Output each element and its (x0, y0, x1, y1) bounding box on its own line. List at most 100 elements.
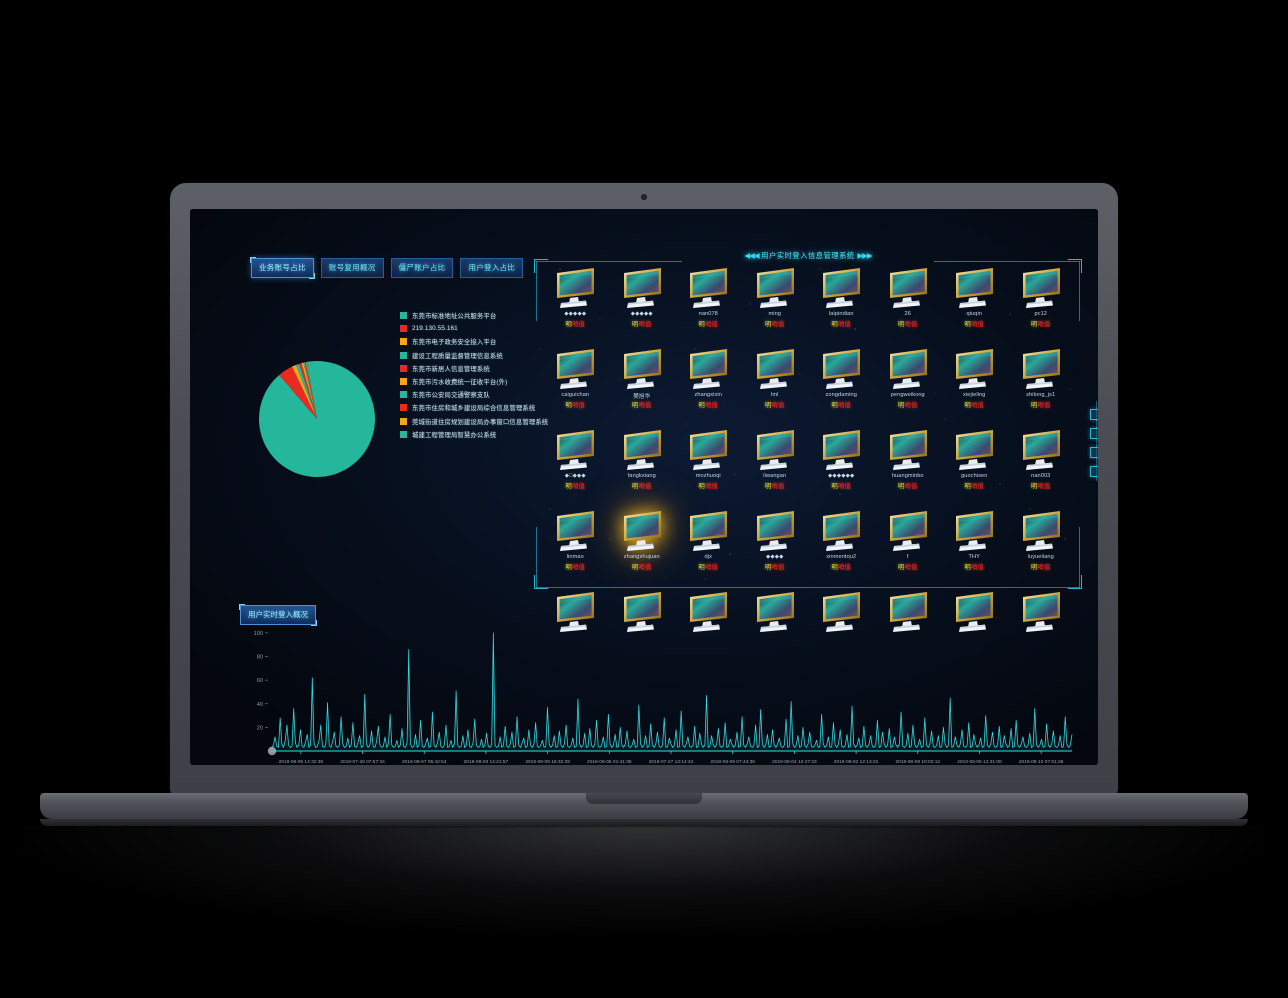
legend-item[interactable]: 莞城街道住房规划建设局办事窗口信息管理系统 (400, 415, 548, 428)
monitor-icon-wrap[interactable] (885, 589, 931, 638)
monitor-icon-wrap[interactable] (752, 265, 798, 314)
shield-icon[interactable] (1090, 447, 1098, 458)
monitor-icon[interactable] (685, 427, 731, 471)
monitor-cell[interactable]: pc12 明哨值 (1008, 265, 1075, 346)
monitor-cell[interactable]: ◆◆◆◆◆ 明哨值 (542, 265, 609, 346)
pie-slice[interactable] (304, 362, 317, 419)
monitor-cell[interactable] (675, 589, 742, 670)
legend-item[interactable]: 东莞市新居人信息管理系统 (400, 362, 548, 375)
arrow-right-icon[interactable]: ▶▶▶ (857, 251, 872, 260)
monitor-icon-wrap[interactable] (1018, 265, 1064, 314)
monitor-icon[interactable] (619, 346, 665, 390)
monitor-cell[interactable]: xiejieling 明哨值 (941, 346, 1008, 427)
monitor-cell[interactable]: zhangxixin 明哨值 (675, 346, 742, 427)
monitor-icon[interactable] (552, 346, 598, 390)
tab-user-login-ratio[interactable]: 用户登入占比 (460, 258, 524, 278)
monitor-cell[interactable]: ◆◆◆◆◆ 明哨值 (609, 265, 676, 346)
monitor-icon[interactable] (951, 508, 997, 552)
monitor-cell[interactable]: pengweikong 明哨值 (875, 346, 942, 427)
monitor-icon[interactable] (1090, 428, 1098, 439)
monitor-cell[interactable]: ◆◆◆◆ 明哨值 (742, 508, 809, 589)
legend-item[interactable]: 建设工程质量监督管理信息系统 (400, 349, 548, 362)
login-overview-badge[interactable]: 用户实时登入概况 (239, 604, 317, 626)
login-line-chart[interactable]: 20 40 60 80 100 2018-08-08 14:32:38 2018-07-28… (240, 623, 1080, 765)
monitor-cell[interactable]: nan078 明哨值 (675, 265, 742, 346)
monitor-icon-wrap[interactable] (752, 346, 798, 395)
user-icon[interactable] (1090, 409, 1098, 420)
monitor-icon[interactable] (885, 427, 931, 471)
monitor-icon-wrap[interactable] (818, 265, 864, 314)
monitor-icon[interactable] (951, 589, 997, 633)
monitor-icon[interactable] (685, 265, 731, 309)
monitor-cell[interactable]: f 明哨值 (875, 508, 942, 589)
monitor-icon-wrap[interactable] (685, 427, 731, 476)
tab-zombie-account-ratio[interactable]: 僵尸账户占比 (390, 258, 454, 278)
monitor-icon-wrap[interactable] (818, 346, 864, 395)
monitor-icon-wrap[interactable] (818, 508, 864, 557)
tab-business-account-ratio[interactable]: 业务账号占比 (250, 257, 315, 279)
pie-slice[interactable] (292, 364, 317, 419)
tab-account-reuse-overview[interactable]: 账号复用概况 (320, 258, 384, 278)
pie-slice[interactable] (303, 362, 317, 419)
monitor-cell[interactable]: 26 明哨值 (875, 265, 942, 346)
monitor-icon[interactable] (818, 427, 864, 471)
monitor-cell[interactable]: mozhuoqi 明哨值 (675, 427, 742, 508)
monitor-icon-wrap[interactable] (1018, 346, 1064, 395)
monitor-icon-wrap[interactable] (752, 508, 798, 557)
monitor-icon-wrap[interactable] (1018, 508, 1064, 557)
side-rail[interactable]: A (1090, 401, 1098, 485)
legend-item[interactable]: 东莞市污水收费统一征收平台(外) (400, 375, 548, 388)
monitor-cell[interactable] (742, 589, 809, 670)
monitor-cell[interactable] (875, 589, 942, 670)
legend-item[interactable]: 东莞市电子政务安全接入平台 (400, 335, 548, 348)
monitor-cell[interactable]: THY 明哨值 (941, 508, 1008, 589)
monitor-icon-wrap[interactable] (885, 508, 931, 557)
monitor-grid[interactable]: ◆◆◆◆◆ 明哨值 ◆◆◆◆◆ 明哨值 (542, 265, 1074, 670)
monitor-icon[interactable] (552, 508, 598, 552)
monitor-icon[interactable] (818, 589, 864, 633)
chart-brush-handle[interactable] (267, 746, 277, 756)
monitor-icon-wrap[interactable] (552, 427, 598, 476)
monitor-cell[interactable]: ming 明哨值 (742, 265, 809, 346)
monitor-icon-wrap[interactable] (885, 427, 931, 476)
monitor-cell[interactable]: guochisen 明哨值 (941, 427, 1008, 508)
monitor-icon[interactable] (752, 265, 798, 309)
monitor-cell[interactable] (542, 589, 609, 670)
arrow-left-icon[interactable]: ◀◀◀ (744, 251, 759, 260)
monitor-icon-wrap[interactable] (885, 265, 931, 314)
monitor-icon[interactable] (1018, 265, 1064, 309)
monitor-icon-wrap[interactable] (1018, 427, 1064, 476)
monitor-cell[interactable]: djx 明哨值 (675, 508, 742, 589)
monitor-icon-wrap[interactable] (951, 346, 997, 395)
monitor-cell[interactable]: nan003 明哨值 (1008, 427, 1075, 508)
monitor-cell[interactable]: xinmentou2 明哨值 (808, 508, 875, 589)
monitor-icon-wrap[interactable] (951, 508, 997, 557)
monitor-icon-wrap[interactable] (818, 589, 864, 638)
dashboard-tabs[interactable]: 业务账号占比 账号复用概况 僵尸账户占比 用户登入占比 (250, 257, 524, 279)
monitor-cell[interactable]: huangminbo 明哨值 (875, 427, 942, 508)
monitor-icon-wrap[interactable] (752, 427, 798, 476)
monitor-icon-wrap[interactable] (951, 265, 997, 314)
monitor-cell[interactable]: shilong_js1 明哨值 (1008, 346, 1075, 427)
legend-item[interactable]: 东莞市住房和城乡建设局综合信息管理系统 (400, 401, 548, 414)
pie-slice[interactable] (279, 366, 317, 419)
legend-item[interactable]: 东莞市公安局交通警察支队 (400, 388, 548, 401)
monitor-cell[interactable]: luyueliang 明哨值 (1008, 508, 1075, 589)
monitor-cell[interactable]: laipindian 明哨值 (808, 265, 875, 346)
monitor-icon[interactable] (752, 427, 798, 471)
monitor-icon-wrap[interactable] (552, 346, 598, 395)
monitor-icon[interactable] (619, 508, 665, 552)
monitor-cell[interactable] (941, 589, 1008, 670)
monitor-icon[interactable] (619, 427, 665, 471)
monitor-cell[interactable]: ◆□◆◆◆ 明哨值 (542, 427, 609, 508)
monitor-icon-wrap[interactable] (552, 265, 598, 314)
monitor-icon[interactable] (885, 589, 931, 633)
monitor-cell[interactable]: qiuqin 明哨值 (941, 265, 1008, 346)
monitor-icon[interactable] (885, 508, 931, 552)
monitor-cell[interactable] (1008, 589, 1075, 670)
monitor-icon-wrap[interactable] (619, 265, 665, 314)
monitor-icon-wrap[interactable] (619, 427, 665, 476)
monitor-cell[interactable]: liwangan 明哨值 (742, 427, 809, 508)
pie-slice[interactable] (299, 363, 317, 419)
monitor-cell[interactable]: ◆◆◆◆◆◆ 明哨值 (808, 427, 875, 508)
